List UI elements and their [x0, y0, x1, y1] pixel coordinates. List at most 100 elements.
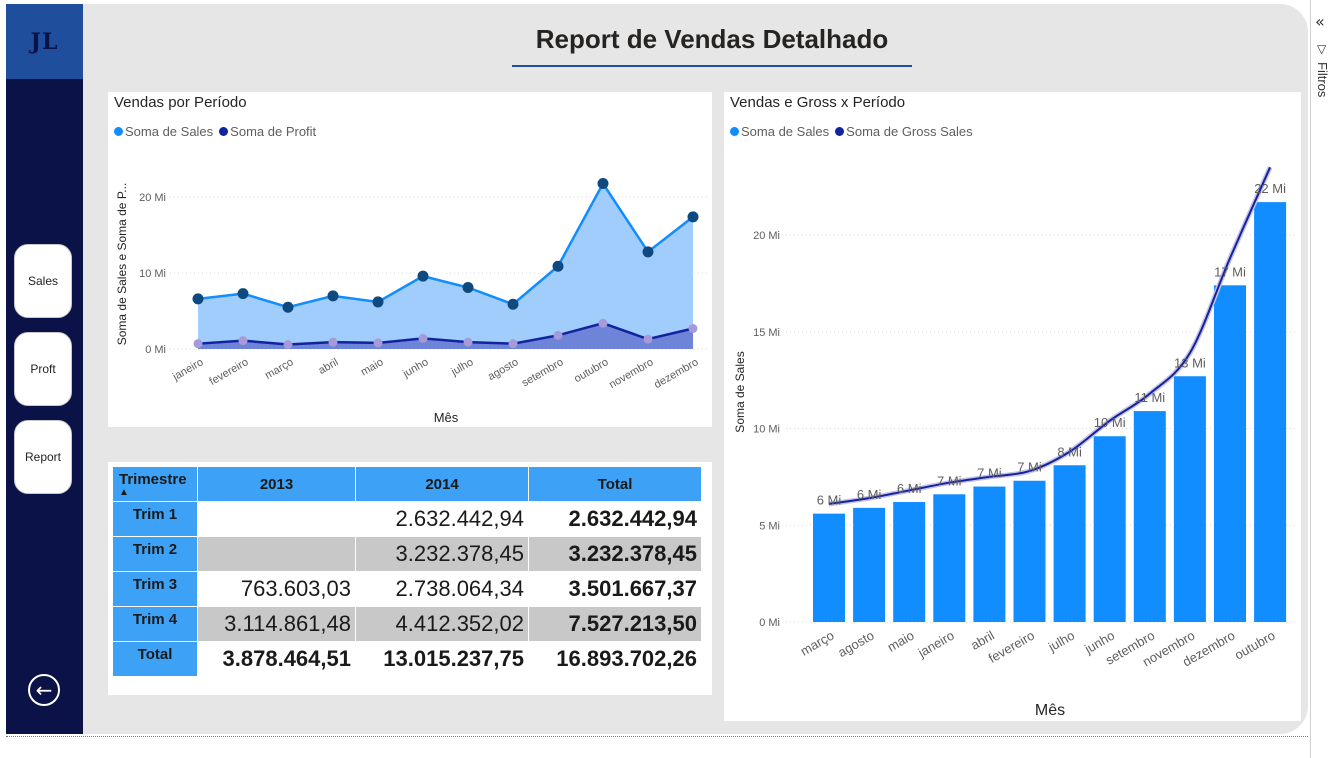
x-tick-label: outubro [572, 356, 610, 385]
cell-total: 7.527.213,50 [529, 607, 701, 641]
sales-point [597, 178, 609, 190]
sales-bar [1053, 465, 1086, 622]
nav-button-report[interactable]: Report [14, 420, 72, 494]
filters-pane-label[interactable]: Filtros [1315, 62, 1330, 98]
profit-point [463, 337, 473, 347]
table-row: Trim 3 763.603,03 2.738.064,34 3.501.667… [113, 572, 701, 606]
profit-point [688, 324, 698, 334]
chart-title: Vendas e Gross x Período [730, 94, 906, 111]
nav-button-sales[interactable]: Sales [14, 244, 72, 318]
chart-panel-vendas-gross[interactable]: Vendas e Gross x Período Soma de Sales S… [724, 92, 1301, 721]
sales-bar [1133, 411, 1166, 622]
profit-point [328, 337, 338, 347]
cell-2014: 2.738.064,34 [395, 576, 524, 601]
back-arrow-icon[interactable]: ← [28, 674, 60, 706]
profit-point [283, 339, 293, 349]
cell-2014: 3.232.378,45 [356, 537, 528, 571]
legend-label: Soma de Sales [125, 124, 214, 139]
x-tick-label: dezembro [652, 356, 700, 391]
data-label: 6 Mi [817, 493, 842, 508]
legend-item-gross-sales: Soma de Gross Sales [835, 124, 973, 139]
legend-label: Soma de Gross Sales [846, 124, 973, 139]
area-chart: 0 Mi 10 Mi 20 Mi janeiro fevereiro março abril… [115, 178, 708, 425]
table-panel-trimestre[interactable]: Trimestre ▲ 2013 2014 Total Trim 1 2.632… [108, 462, 712, 695]
profit-point [193, 339, 203, 349]
legend-dot-icon [114, 127, 123, 136]
y-axis-title: Soma de Sales e Soma de P... [115, 183, 129, 346]
sales-point [192, 293, 204, 305]
column-header-label: Trimestre [119, 470, 187, 488]
profit-area [198, 323, 693, 349]
column-header-2013[interactable]: 2013 [198, 467, 355, 501]
sales-point [372, 296, 384, 308]
data-label: 22 Mi [1254, 181, 1286, 196]
table-row: Trim 1 2.632.442,94 2.632.442,94 [113, 502, 701, 536]
sales-bar [1214, 285, 1246, 622]
chart-title: Vendas por Período [114, 94, 247, 111]
data-label: 7 Mi [937, 473, 962, 488]
data-label: 10 Mi [1094, 415, 1126, 430]
column-header-trimestre[interactable]: Trimestre ▲ [113, 467, 197, 501]
sales-bar [933, 494, 966, 622]
funnel-icon[interactable]: ▽ [1317, 42, 1327, 56]
legend-dot-icon [219, 127, 229, 136]
cell-2013 [198, 502, 355, 536]
column-header-total[interactable]: Total [529, 467, 701, 501]
report-canvas: JL Sales Proft Report ← Report de Vendas… [6, 4, 1308, 734]
profit-point [553, 330, 563, 340]
profit-point [373, 338, 383, 348]
x-tick-label: março [798, 628, 837, 659]
title-underline [512, 65, 912, 67]
chart-panel-vendas-periodo[interactable]: Vendas por Período Soma de Sales Soma de… [108, 92, 712, 427]
table-row: Trim 4 3.114.861,48 4.412.352,02 7.527.2… [113, 607, 701, 641]
data-label: 13 Mi [1174, 355, 1206, 370]
double-chevron-left-icon[interactable]: « [1315, 12, 1325, 31]
x-tick-label: julho [1045, 628, 1077, 655]
table-row: Trim 2 3.232.378,45 3.232.378,45 [113, 537, 701, 571]
sales-bar [1173, 376, 1206, 622]
sales-line [197, 181, 694, 309]
row-header: Total [113, 642, 197, 676]
cell-2013: 763.603,03 [240, 576, 351, 601]
cell-2014: 4.412.352,02 [356, 607, 528, 641]
legend-dot-icon [835, 127, 845, 136]
y-tick-label: 10 Mi [753, 424, 780, 436]
sales-point [462, 282, 474, 294]
profit-point [508, 339, 518, 349]
x-tick-label: agosto [486, 356, 521, 383]
legend-item-profit: Soma de Profit [219, 124, 316, 139]
x-tick-label: abril [316, 356, 340, 377]
data-label: 8 Mi [1057, 444, 1082, 459]
sales-bar [1254, 202, 1287, 622]
sidebar: JL Sales Proft Report ← [6, 4, 83, 734]
sales-bar [853, 507, 886, 622]
x-tick-label: junho [400, 356, 430, 380]
row-header: Trim 3 [113, 572, 197, 606]
gross-sales-line [828, 166, 1272, 505]
nav-button-proft[interactable]: Proft [14, 332, 72, 406]
sales-matrix-table: Trimestre ▲ 2013 2014 Total Trim 1 2.632… [112, 466, 702, 677]
row-header: Trim 1 [113, 502, 197, 536]
profit-point [643, 334, 653, 344]
x-axis-title: Mês [1035, 702, 1065, 719]
sales-bar [1013, 480, 1046, 622]
profit-point [598, 318, 608, 328]
x-tick-label: agosto [835, 628, 876, 661]
profit-point [418, 333, 428, 343]
y-tick-label: 15 Mi [753, 327, 780, 339]
cell-total: 3.501.667,37 [568, 576, 697, 601]
legend-item-sales: Soma de Sales [114, 124, 213, 139]
cell-2013: 3.878.464,51 [222, 646, 351, 671]
cell-2014: 2.632.442,94 [395, 506, 524, 531]
profit-point [238, 336, 248, 346]
x-tick-label: setembro [520, 356, 566, 389]
legend-label: Soma de Sales [741, 124, 830, 139]
cell-2014: 13.015.237,75 [383, 646, 524, 671]
sort-ascending-icon: ▲ [119, 486, 129, 498]
column-header-2014[interactable]: 2014 [356, 467, 528, 501]
sales-point [237, 288, 249, 300]
x-tick-label: março [263, 356, 295, 382]
cell-2013 [198, 537, 355, 571]
x-tick-label: novembro [607, 356, 655, 391]
data-label: 7 Mi [977, 466, 1002, 481]
